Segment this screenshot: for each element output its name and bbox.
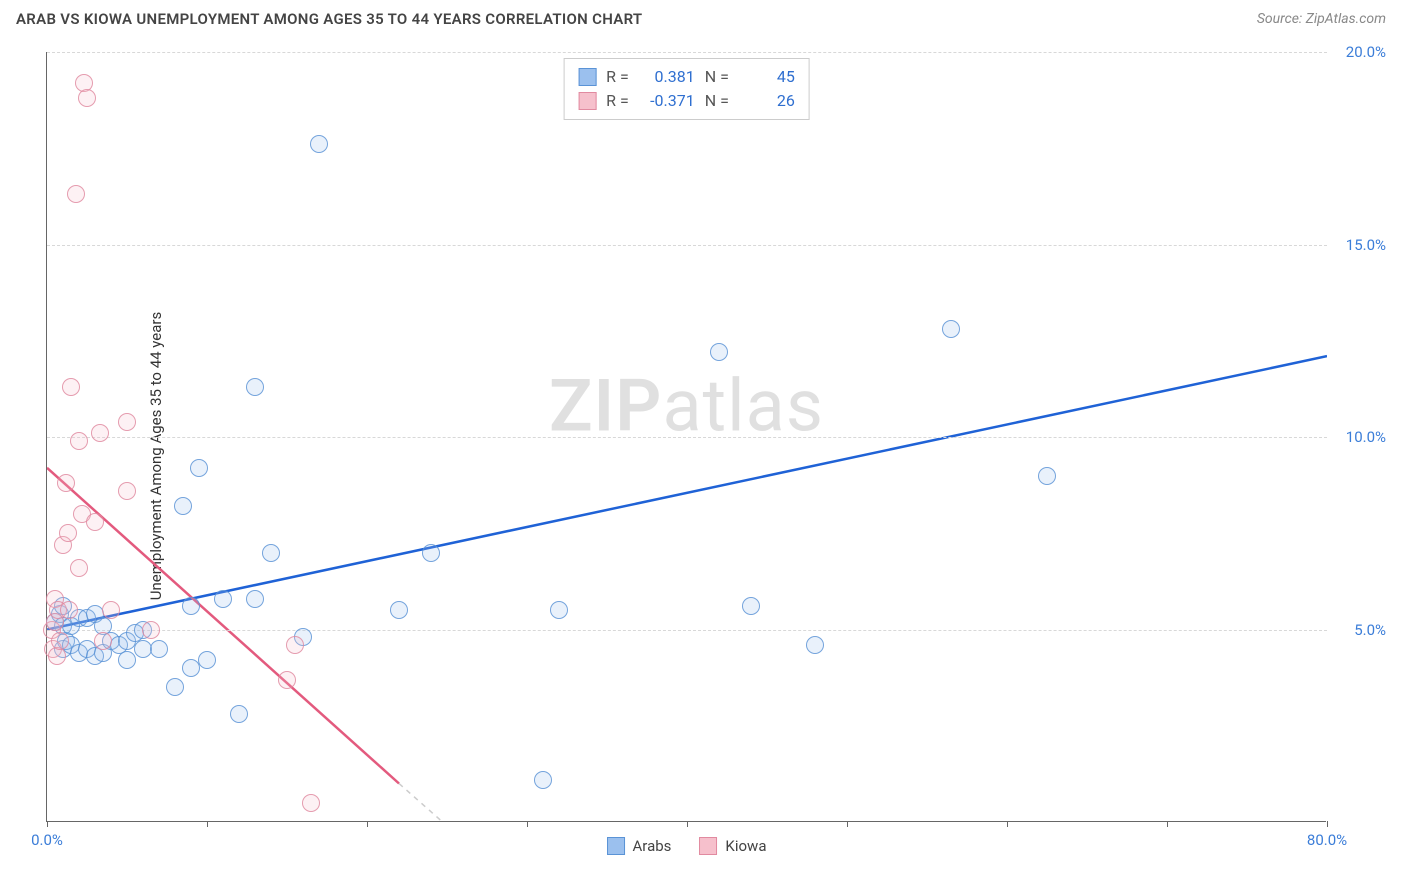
data-point	[48, 647, 66, 665]
data-point	[70, 432, 88, 450]
bottom-legend-item-kiowa: Kiowa	[699, 837, 766, 855]
data-point	[942, 320, 960, 338]
data-point	[51, 632, 69, 650]
data-point	[78, 89, 96, 107]
x-tick	[1007, 821, 1008, 827]
x-tick	[207, 821, 208, 827]
legend-r-value-arabs: 0.381	[639, 65, 695, 89]
data-point	[174, 497, 192, 515]
data-point	[59, 524, 77, 542]
bottom-legend-label: Kiowa	[725, 837, 766, 855]
x-tick	[367, 821, 368, 827]
data-point	[70, 559, 88, 577]
data-point	[310, 135, 328, 153]
data-point	[534, 771, 552, 789]
data-point	[62, 378, 80, 396]
x-tick-label: 0.0%	[31, 831, 63, 849]
y-tick-label: 10.0%	[1346, 428, 1386, 446]
gridline	[47, 52, 1327, 53]
y-tick-label: 20.0%	[1346, 43, 1386, 61]
data-point	[742, 597, 760, 615]
data-point	[550, 601, 568, 619]
legend-swatch-arabs	[607, 837, 625, 855]
x-tick	[47, 821, 48, 827]
data-point	[150, 640, 168, 658]
source-label: Source: ZipAtlas.com	[1257, 11, 1386, 27]
legend-n-value-kiowa: 26	[739, 89, 795, 113]
x-tick	[687, 821, 688, 827]
data-point	[118, 651, 136, 669]
watermark-zip: ZIP	[549, 363, 662, 448]
bottom-legend-label: Arabs	[633, 837, 672, 855]
y-tick-label: 5.0%	[1354, 621, 1386, 639]
data-point	[246, 590, 264, 608]
data-point	[86, 513, 104, 531]
data-point	[214, 590, 232, 608]
legend-r-label: R =	[606, 65, 629, 89]
x-tick	[847, 821, 848, 827]
data-point	[806, 636, 824, 654]
data-point	[67, 185, 85, 203]
x-tick-label: 80.0%	[1307, 831, 1347, 849]
x-tick	[527, 821, 528, 827]
data-point	[166, 678, 184, 696]
data-point	[286, 636, 304, 654]
legend-r-label: R =	[606, 89, 629, 113]
legend-n-value-arabs: 45	[739, 65, 795, 89]
data-point	[60, 601, 78, 619]
gridline	[47, 437, 1327, 438]
data-point	[182, 597, 200, 615]
gridline	[47, 245, 1327, 246]
watermark: ZIPatlas	[549, 363, 824, 448]
legend-stats-box: R = 0.381 N = 45 R = -0.371 N = 26	[563, 58, 810, 120]
data-point	[102, 601, 120, 619]
plot-area: ZIPatlas R = 0.381 N = 45 R = -0.371 N =…	[46, 52, 1326, 822]
x-tick	[1167, 821, 1168, 827]
data-point	[118, 482, 136, 500]
data-point	[198, 651, 216, 669]
data-point	[422, 544, 440, 562]
legend-row-arabs: R = 0.381 N = 45	[578, 65, 795, 89]
bottom-legend-item-arabs: Arabs	[607, 837, 672, 855]
data-point	[710, 343, 728, 361]
data-point	[390, 601, 408, 619]
watermark-atlas: atlas	[662, 363, 824, 448]
data-point	[302, 794, 320, 812]
data-point	[142, 621, 160, 639]
bottom-legend: Arabs Kiowa	[607, 837, 767, 855]
legend-swatch-arabs	[578, 68, 596, 86]
data-point	[91, 424, 109, 442]
y-tick-label: 15.0%	[1346, 236, 1386, 254]
data-point	[190, 459, 208, 477]
data-point	[118, 413, 136, 431]
plot-container: Unemployment Among Ages 35 to 44 years Z…	[46, 52, 1392, 860]
legend-row-kiowa: R = -0.371 N = 26	[578, 89, 795, 113]
legend-n-label: N =	[705, 89, 729, 113]
data-point	[278, 671, 296, 689]
data-point	[1038, 467, 1056, 485]
chart-title: ARAB VS KIOWA UNEMPLOYMENT AMONG AGES 35…	[16, 10, 642, 28]
legend-n-label: N =	[705, 65, 729, 89]
data-point	[94, 632, 112, 650]
legend-swatch-kiowa	[699, 837, 717, 855]
data-point	[246, 378, 264, 396]
data-point	[230, 705, 248, 723]
x-tick	[1327, 821, 1328, 827]
legend-swatch-kiowa	[578, 92, 596, 110]
data-point	[262, 544, 280, 562]
gridline	[47, 630, 1327, 631]
data-point	[57, 474, 75, 492]
legend-r-value-kiowa: -0.371	[639, 89, 695, 113]
